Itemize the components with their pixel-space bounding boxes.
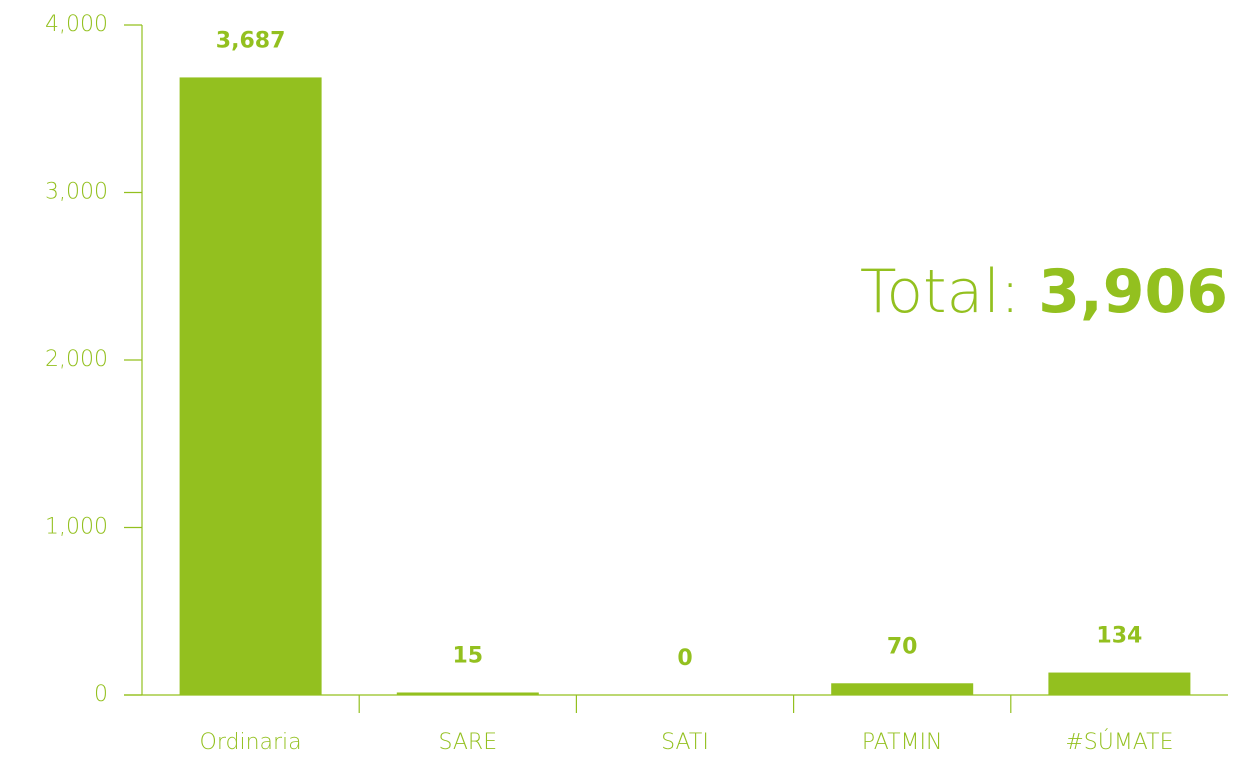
value-label: 3,687 <box>216 28 286 53</box>
x-tick-label: SATI <box>661 730 709 755</box>
y-tick-label: 0 <box>94 682 108 707</box>
y-tick-label: 4,000 <box>45 12 108 37</box>
x-tick-label: #SÚMATE <box>1065 729 1173 755</box>
y-tick-label: 3,000 <box>45 180 108 205</box>
bar <box>396 692 539 695</box>
total-label: Total: <box>860 257 1020 327</box>
x-tick-label: PATMIN <box>862 730 943 755</box>
y-tick-label: 1,000 <box>45 515 108 540</box>
y-tick-label: 2,000 <box>45 347 108 372</box>
bar <box>831 683 974 695</box>
x-tick-label: SARE <box>438 730 497 755</box>
bar <box>1048 672 1191 695</box>
total-value: 3,906 <box>1038 257 1228 327</box>
value-label: 15 <box>452 643 483 668</box>
bar <box>179 77 322 696</box>
value-label: 134 <box>1096 624 1142 649</box>
total-annotation: Total: 3,906 <box>860 257 1228 327</box>
value-label: 0 <box>677 646 692 671</box>
value-label: 70 <box>887 634 918 659</box>
x-tick-label: Ordinaria <box>200 730 302 755</box>
